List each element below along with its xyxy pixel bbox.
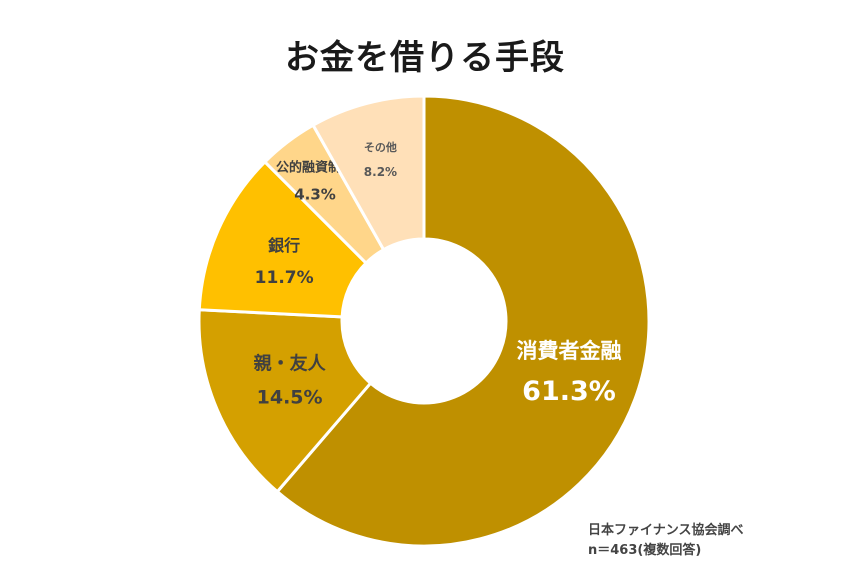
- slice-label-consumer-finance: 消費者金融: [517, 339, 622, 363]
- slice-value-consumer-finance: 61.3%: [522, 376, 616, 407]
- slice-parents-friends: [197, 308, 373, 494]
- slice-value-public-loan: 4.3%: [294, 186, 336, 204]
- slice-consumer-finance: [275, 94, 651, 548]
- slice-value-parents-friends: 14.5%: [257, 387, 323, 409]
- chart-title: お金を借りる手段: [285, 38, 565, 78]
- slice-other: [311, 94, 426, 252]
- sample-size-note: n＝463(複数回答): [588, 543, 702, 558]
- source-note: 日本ファイナンス協会調べ: [588, 523, 744, 538]
- slice-bank: [197, 159, 369, 319]
- slice-label-parents-friends: 親・友人: [254, 353, 327, 375]
- slice-label-other: その他: [364, 140, 397, 154]
- slice-value-other: 8.2%: [364, 165, 397, 179]
- slice-value-bank: 11.7%: [255, 268, 314, 288]
- slice-label-bank: 銀行: [268, 236, 300, 255]
